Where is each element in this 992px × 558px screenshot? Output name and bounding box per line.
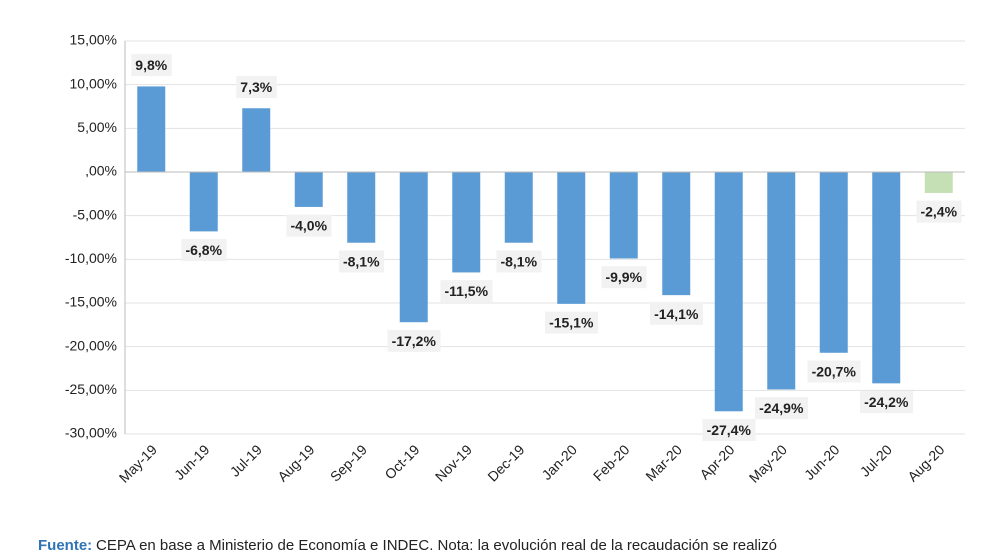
bar bbox=[714, 172, 743, 412]
y-tick-label: 15,00% bbox=[70, 32, 117, 48]
value-label-bg bbox=[755, 397, 808, 420]
value-label: -15,1% bbox=[549, 315, 594, 331]
bar bbox=[609, 172, 638, 259]
x-tick-label: Aug-19 bbox=[274, 441, 317, 484]
value-label: -8,1% bbox=[343, 253, 380, 269]
value-label-bg bbox=[286, 214, 332, 237]
value-label: -24,2% bbox=[864, 394, 909, 410]
bar bbox=[189, 172, 218, 232]
bar bbox=[504, 172, 533, 243]
y-tick-label: -15,00% bbox=[65, 294, 117, 310]
value-label: -17,2% bbox=[392, 333, 437, 349]
bar bbox=[137, 86, 166, 172]
bar bbox=[662, 172, 691, 296]
x-tick-label: Jul-20 bbox=[857, 441, 895, 479]
bar bbox=[924, 172, 953, 193]
value-label-bg bbox=[601, 266, 647, 289]
x-tick-label: Apr-20 bbox=[696, 441, 737, 482]
bar bbox=[872, 172, 901, 384]
x-tick-label: Oct-19 bbox=[381, 441, 422, 482]
value-label: 7,3% bbox=[240, 79, 272, 95]
value-label: -11,5% bbox=[444, 283, 488, 299]
value-label-bg bbox=[916, 200, 962, 223]
value-label-bg bbox=[702, 418, 756, 441]
bar bbox=[452, 172, 481, 273]
x-tick-label: Jan-20 bbox=[538, 441, 580, 483]
bar bbox=[399, 172, 428, 323]
value-label: -9,9% bbox=[605, 269, 642, 285]
y-tick-label: -10,00% bbox=[65, 250, 117, 266]
value-label-bg bbox=[860, 391, 913, 414]
bar bbox=[347, 172, 376, 243]
value-label-bg bbox=[131, 54, 172, 77]
value-label: -20,7% bbox=[812, 363, 857, 379]
value-label-bg bbox=[807, 360, 861, 383]
bar bbox=[242, 108, 271, 172]
y-tick-label: 10,00% bbox=[70, 75, 117, 91]
value-label-bg bbox=[181, 239, 227, 262]
value-label: -24,9% bbox=[759, 400, 804, 416]
x-tick-label: Feb-20 bbox=[590, 441, 633, 484]
bar bbox=[557, 172, 586, 304]
value-label-bg bbox=[496, 250, 542, 273]
x-tick-label: Aug-20 bbox=[904, 441, 947, 484]
y-tick-label: -30,00% bbox=[65, 425, 117, 441]
value-label: -2,4% bbox=[920, 204, 957, 220]
x-tick-label: Mar-20 bbox=[642, 441, 685, 484]
bar bbox=[819, 172, 848, 353]
y-tick-label: ,00% bbox=[85, 163, 117, 179]
value-label: -14,1% bbox=[654, 306, 699, 322]
value-label-bg bbox=[236, 75, 277, 98]
y-tick-label: -25,00% bbox=[65, 381, 117, 397]
x-tick-label: Jul-19 bbox=[227, 441, 265, 479]
value-label-bg bbox=[338, 250, 385, 273]
bar bbox=[767, 172, 796, 390]
x-tick-label: Jun-20 bbox=[801, 441, 843, 483]
value-label: -4,0% bbox=[290, 218, 327, 234]
value-label-bg bbox=[650, 302, 703, 325]
y-tick-label: -20,00% bbox=[65, 337, 117, 353]
x-tick-label: May-19 bbox=[116, 441, 160, 485]
bar bbox=[294, 172, 323, 207]
x-tick-label: Jun-19 bbox=[171, 441, 213, 483]
value-label-bg bbox=[387, 329, 441, 352]
source-label: Fuente: bbox=[38, 537, 92, 554]
value-label-bg bbox=[545, 311, 598, 334]
x-tick-label: Sep-19 bbox=[327, 441, 370, 484]
value-label: -27,4% bbox=[707, 422, 752, 438]
x-tick-label: May-20 bbox=[746, 441, 790, 485]
value-label: -8,1% bbox=[500, 253, 537, 269]
x-tick-label: Dec-19 bbox=[484, 441, 527, 484]
x-tick-label: Nov-19 bbox=[432, 441, 475, 484]
y-tick-label: 5,00% bbox=[77, 119, 117, 135]
value-label: -6,8% bbox=[185, 242, 222, 258]
source-text: CEPA en base a Ministerio de Economía e … bbox=[96, 537, 777, 554]
y-tick-label: -5,00% bbox=[73, 206, 117, 222]
value-label: 9,8% bbox=[135, 57, 167, 73]
value-label-bg bbox=[440, 280, 493, 303]
